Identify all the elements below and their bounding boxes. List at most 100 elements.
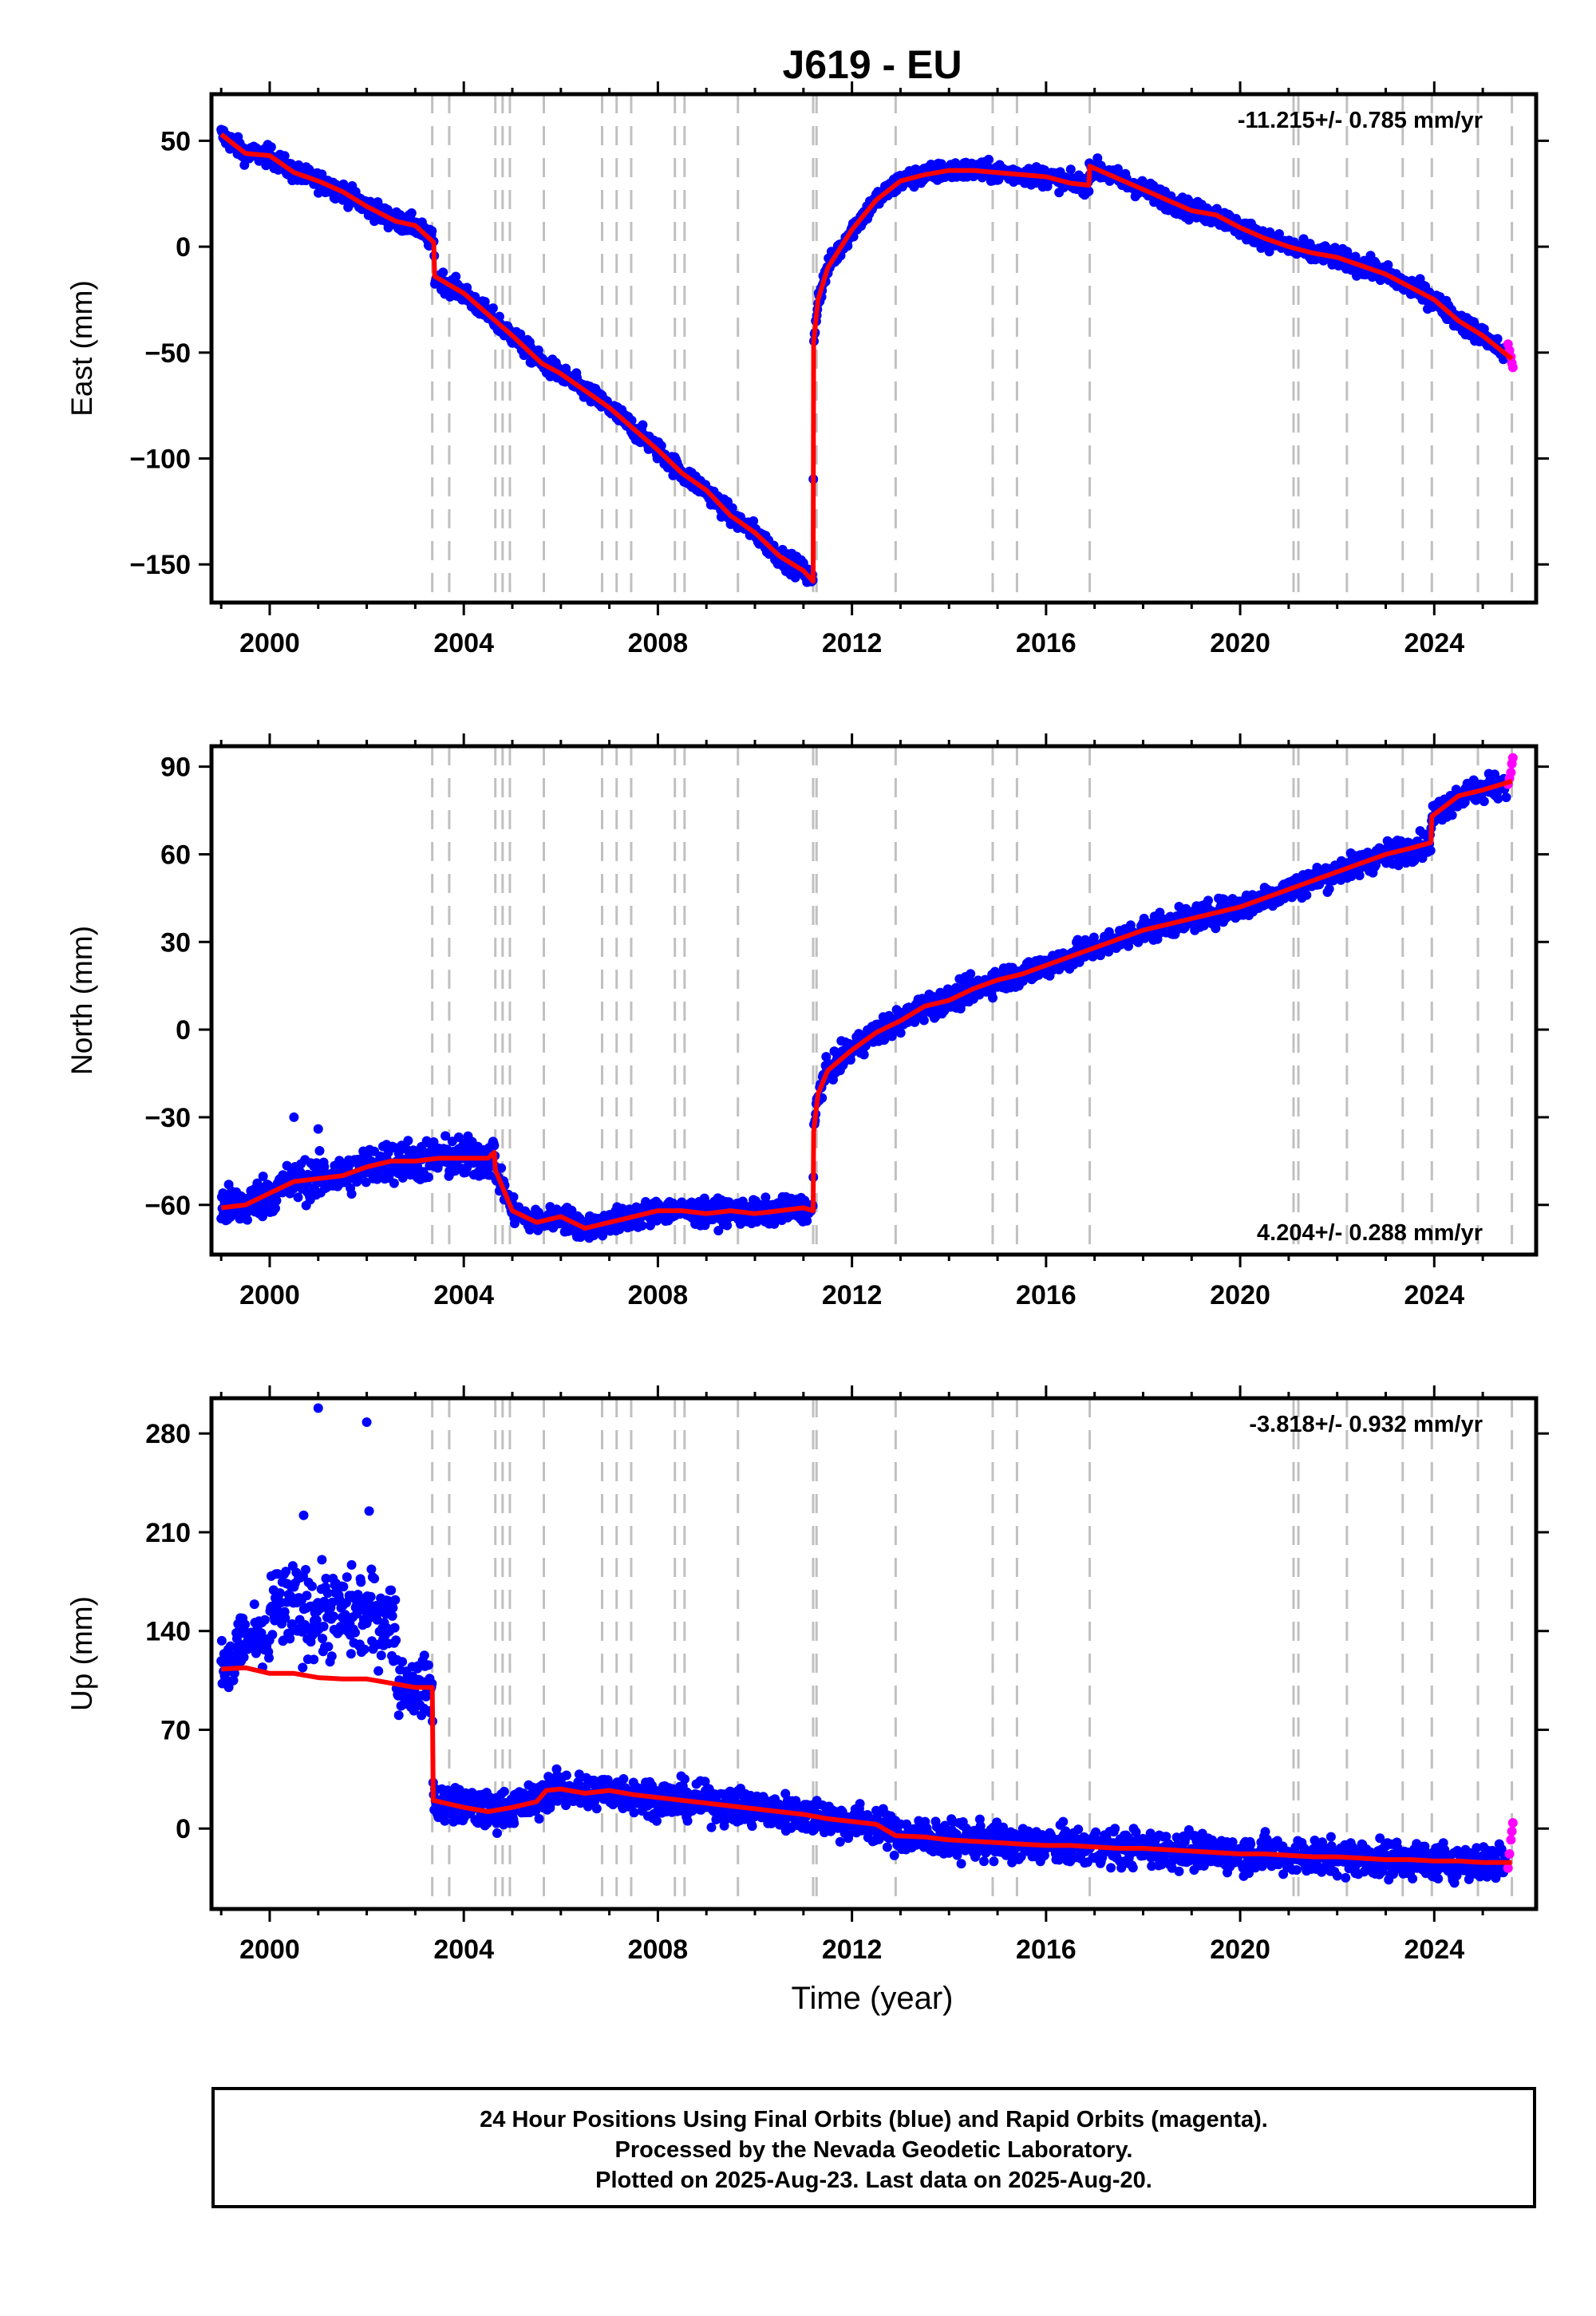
x-tick-label: 2020 — [1210, 1280, 1270, 1310]
final-orbit-point — [480, 297, 490, 306]
final-orbit-point — [228, 1675, 239, 1686]
final-orbit-point — [372, 1174, 382, 1184]
final-orbit-point — [356, 1577, 366, 1587]
final-orbit-point — [239, 1652, 249, 1662]
final-orbit-point — [240, 1619, 251, 1630]
final-orbit-points-east — [216, 124, 1512, 587]
final-orbit-point — [376, 1650, 386, 1661]
final-orbit-point — [289, 1112, 299, 1122]
y-axis-label-north: North (mm) — [65, 926, 98, 1075]
final-orbit-point — [429, 1137, 439, 1147]
final-orbit-point — [313, 1124, 323, 1134]
final-orbit-point — [258, 1172, 268, 1181]
final-orbit-point — [301, 1564, 310, 1575]
y-tick-label: −150 — [129, 550, 191, 580]
final-orbit-point — [293, 1192, 303, 1203]
x-tick-label: 2024 — [1404, 628, 1464, 658]
y-axis-label-east: East (mm) — [65, 280, 98, 417]
x-tick-label: 2012 — [822, 1280, 883, 1310]
final-orbit-point — [346, 1649, 356, 1659]
y-tick-label: −50 — [144, 338, 191, 369]
y-tick-label: 30 — [160, 927, 191, 958]
final-orbit-point — [1104, 947, 1114, 957]
panel-frame — [209, 744, 1539, 1257]
final-orbit-point — [387, 1611, 397, 1621]
final-orbit-point — [451, 271, 461, 282]
rate-label-east: -11.215+/- 0.785 mm/yr — [1238, 108, 1483, 133]
final-orbit-point — [722, 1220, 733, 1231]
x-tick-label: 2012 — [822, 628, 883, 658]
final-orbit-point — [516, 329, 526, 339]
final-orbit-point — [321, 1573, 331, 1583]
final-orbit-point — [266, 142, 276, 152]
model-line-north — [220, 779, 1513, 1231]
final-orbit-points-up — [216, 1403, 1512, 1888]
final-orbit-point — [1383, 260, 1393, 270]
final-orbit-point — [1065, 164, 1076, 175]
final-orbit-point — [1493, 793, 1503, 804]
final-orbit-point — [1324, 883, 1334, 894]
final-orbit-point — [393, 1148, 404, 1159]
y-tick-label: −100 — [129, 445, 191, 475]
final-orbit-point — [338, 1582, 349, 1592]
final-orbit-point — [423, 1172, 433, 1183]
final-orbit-point — [1479, 796, 1489, 807]
rapid-orbit-point — [1507, 362, 1518, 373]
final-orbit-point — [1501, 792, 1511, 803]
final-orbit-point — [859, 1049, 869, 1060]
rapid-orbit-point — [1506, 767, 1516, 777]
final-orbit-point — [326, 1651, 337, 1662]
x-tick-label: 2008 — [628, 628, 689, 658]
final-orbit-point — [638, 420, 648, 430]
final-orbit-point — [389, 1622, 400, 1633]
final-orbit-point — [346, 1189, 357, 1199]
final-orbit-point — [259, 1614, 270, 1625]
final-orbit-point — [1219, 894, 1229, 904]
final-orbit-point — [275, 1588, 285, 1599]
final-orbit-point — [389, 1178, 399, 1188]
final-orbit-point — [302, 1591, 312, 1601]
x-tick-label: 2008 — [628, 1280, 689, 1310]
final-orbit-point — [1490, 769, 1499, 780]
final-orbit-point — [488, 303, 498, 314]
plot-area-up — [216, 1398, 1518, 1909]
final-orbit-point — [285, 1634, 295, 1644]
x-tick-label: 2024 — [1404, 1280, 1464, 1310]
final-orbit-point — [391, 1635, 401, 1646]
final-orbit-point — [440, 1131, 451, 1141]
x-tick-label: 2016 — [1016, 628, 1077, 658]
final-orbit-point — [453, 1132, 464, 1142]
final-orbit-point — [845, 1055, 855, 1065]
final-orbit-point — [329, 1611, 338, 1622]
final-orbit-point — [249, 1599, 259, 1610]
y-tick-label: 90 — [160, 753, 191, 783]
final-orbit-point — [406, 208, 417, 218]
plot-area-east — [216, 94, 1518, 603]
final-orbit-point — [365, 1591, 376, 1602]
final-orbit-point — [749, 516, 759, 526]
panel-frame — [209, 92, 1539, 605]
final-orbit-point — [393, 1710, 404, 1721]
x-tick-label: 2000 — [239, 1280, 300, 1310]
y-tick-label: 0 — [176, 1015, 191, 1045]
final-orbit-point — [403, 1136, 413, 1146]
final-orbit-point — [879, 1034, 890, 1045]
y-tick-label: 50 — [160, 126, 191, 156]
final-orbit-point — [346, 1559, 357, 1570]
final-orbit-point — [1203, 895, 1213, 906]
final-orbit-point — [496, 1163, 507, 1173]
rate-label-north: 4.204+/- 0.288 mm/yr — [1257, 1220, 1483, 1246]
final-orbit-point — [489, 1140, 500, 1151]
final-orbit-point — [369, 1574, 380, 1583]
final-orbit-point — [317, 1555, 327, 1565]
final-orbit-point — [361, 1177, 371, 1188]
final-orbit-point — [342, 1572, 352, 1583]
final-orbit-point — [390, 1595, 401, 1605]
final-orbit-point — [1084, 186, 1094, 196]
final-orbit-point — [366, 1564, 377, 1575]
final-orbit-point — [258, 1211, 267, 1222]
final-orbit-point — [251, 1648, 261, 1658]
final-orbit-point — [508, 1192, 519, 1202]
